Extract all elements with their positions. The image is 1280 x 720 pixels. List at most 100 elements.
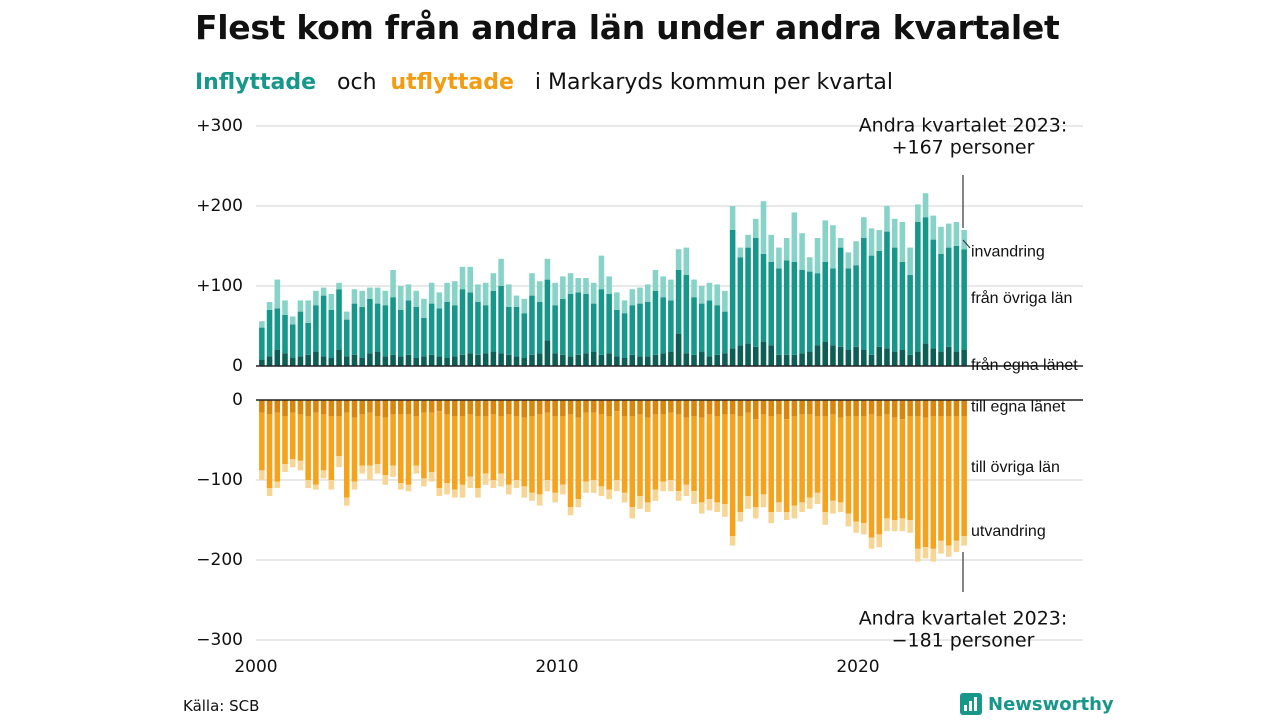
bar-segment [289,358,296,366]
bar-segment [660,297,666,354]
bar-segment [590,412,597,480]
bar-segment [413,465,419,474]
bar-segment [930,348,937,366]
bar-segment [305,400,311,416]
bar-segment [614,400,620,412]
bar-segment [459,400,466,416]
bar-segment [783,419,790,512]
bar-segment [328,400,335,416]
bar-segment [498,258,504,286]
bar-segment [259,470,265,480]
bar-segment [776,414,782,503]
bar-segment [544,480,551,492]
bar-segment [629,416,636,508]
bar-segment [544,340,551,366]
bar-segment [606,400,612,416]
bar-segment [413,416,419,466]
bar-segment [266,414,273,488]
bar-segment [506,354,512,366]
bar-segment [845,400,852,416]
bar-segment [444,282,450,302]
bar-segment [467,292,474,354]
brand-name: Newsworthy [988,693,1114,715]
bar-segment [737,257,744,346]
y-tick-label: +200 [196,196,243,216]
bar-segment [513,480,520,488]
series-label: till övriga län [971,459,1060,476]
bar-segment [328,480,335,490]
bar-segment [822,220,829,262]
bar-segment [351,289,358,304]
bar-segment [814,238,821,274]
y-tick-label: −300 [196,630,243,650]
bar-segment [560,400,566,416]
bar-segment [536,400,543,415]
bar-segment [606,416,612,490]
bar-segment [482,473,489,485]
bar-segment [938,540,944,554]
bar-segment [583,294,589,354]
bar-segment [807,497,813,509]
bar-segment [652,354,659,366]
bar-segment [783,354,790,366]
bar-segment [544,279,551,341]
bar-segment [722,414,728,504]
bar-segment [598,255,605,290]
bar-segment [783,238,790,261]
bar-segment [467,414,474,477]
bar-segment [891,218,898,248]
bar-segment [884,231,890,349]
series-label: invandring [971,244,1045,261]
bar-segment [367,400,373,413]
x-tick-label: 2000 [234,657,277,677]
bar-segment [575,499,582,508]
bar-segment [961,400,967,416]
bar-segment [297,414,304,461]
source-note: Källa: SCB [183,697,260,715]
bar-segment [884,518,890,532]
bar-segment [745,234,751,248]
bar-segment [297,400,304,415]
bar-segment [313,412,319,485]
y-tick-label: 0 [232,356,243,376]
y-tick-label: −200 [196,550,243,570]
bar-segment [683,484,690,496]
bar-segment [367,465,373,480]
bar-segment [367,353,373,366]
bar-segment [529,416,535,493]
bar-segment [675,270,682,334]
bar-segment [467,400,474,415]
bar-segment [768,416,774,512]
bar-segment [907,416,913,520]
bar-segment [830,268,836,346]
bar-segment [536,281,543,302]
bar-segment [945,247,952,347]
bar-segment [752,400,759,420]
bar-segment [961,350,967,366]
bar-segment [621,300,628,314]
bar-segment [405,400,412,415]
bar-segment [891,400,898,418]
bar-segment [945,545,952,557]
bar-segment [583,353,589,366]
bar-segment [938,400,944,416]
bar-segment [668,279,674,301]
bar-segment [807,400,813,415]
bar-segment [452,416,458,490]
bar-segment [374,351,381,366]
bar-segment [668,412,674,480]
bar-segment [868,228,875,256]
bar-segment [490,480,497,488]
bar-segment [313,400,319,413]
bar-segment [536,414,543,495]
bar-segment [945,346,952,366]
bar-segment [807,414,813,498]
bar-segment [652,290,659,355]
bar-segment [745,412,751,496]
bar-segment [521,298,528,314]
bar-segment [876,416,883,535]
bar-segment [737,416,744,512]
bar-segment [397,483,404,490]
bar-segment [668,351,674,366]
bar-segment [560,276,566,299]
